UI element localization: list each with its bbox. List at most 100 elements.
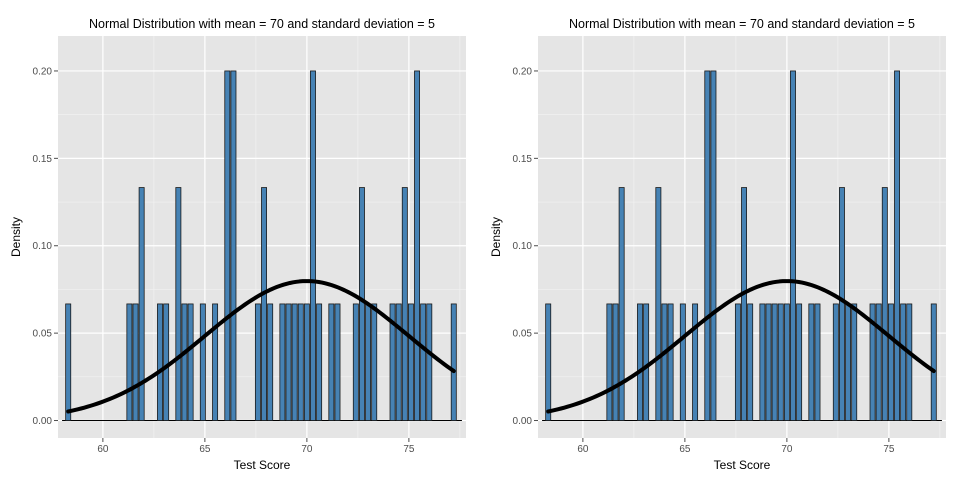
histogram-bar <box>157 303 163 421</box>
histogram-bar <box>407 303 414 421</box>
histogram-bar <box>606 303 613 421</box>
y-tick-label: 0.10 <box>513 241 533 252</box>
histogram-bar <box>65 303 72 421</box>
histogram-bar <box>887 303 894 421</box>
histogram-bar <box>894 70 900 421</box>
histogram-bar <box>618 187 625 421</box>
histogram-bar <box>199 303 206 421</box>
histogram-bar <box>163 303 170 421</box>
y-tick-label: 0.05 <box>33 329 53 340</box>
histogram-bar <box>814 303 821 421</box>
histogram-bar <box>359 187 365 421</box>
histogram-bar <box>352 303 359 421</box>
chart-panel-1: 60 65 70 75 0.00 0.05 0.10 0.15 0.20 Normal Distr… <box>9 17 466 472</box>
histogram-bar <box>389 303 396 421</box>
x-tick-label: 60 <box>97 444 109 455</box>
histogram-bar <box>230 70 237 421</box>
chart-panel-2: 60 65 70 75 0.00 0.05 0.10 0.15 0.20 Normal Distr… <box>489 17 946 472</box>
histogram-bar <box>254 303 261 421</box>
histogram-bar <box>175 187 182 421</box>
histogram-bar <box>790 70 796 421</box>
histogram-bar <box>734 303 741 421</box>
histogram-bar <box>692 303 699 421</box>
y-tick-label: 0.15 <box>513 154 533 165</box>
histogram-bar <box>285 303 292 421</box>
histogram-bar <box>328 303 335 421</box>
histogram-bar <box>212 303 219 421</box>
chart-title: Normal Distribution with mean = 70 and s… <box>89 17 435 31</box>
histogram-bar <box>661 303 668 421</box>
histogram-bar <box>187 303 194 421</box>
y-axis-label: Density <box>9 217 23 257</box>
x-axis-label: Test Score <box>234 458 291 472</box>
histogram-bar <box>224 70 231 421</box>
histogram-bar <box>365 303 372 421</box>
histogram-bar <box>771 303 778 421</box>
histogram-bar <box>930 303 937 421</box>
chart-title: Normal Distribution with mean = 70 and s… <box>569 17 915 31</box>
x-axis-label: Test Score <box>714 458 771 472</box>
histogram-bar <box>777 303 784 421</box>
y-tick-label: 0.05 <box>513 329 533 340</box>
y-axis-label: Density <box>489 217 503 257</box>
histogram-bar <box>132 303 139 421</box>
histogram-bar <box>261 187 267 421</box>
histogram-bar <box>138 187 145 421</box>
histogram-bar <box>297 303 304 421</box>
histogram-bar <box>710 70 717 421</box>
histogram-bar <box>741 187 747 421</box>
histogram-bar <box>765 303 772 421</box>
histogram-bar <box>279 303 286 421</box>
histogram-bar <box>783 303 790 421</box>
histogram-bar <box>401 187 408 421</box>
histogram-bar <box>900 303 907 421</box>
histogram-bar <box>426 303 433 421</box>
histogram-bar <box>845 303 852 421</box>
x-tick-label: 60 <box>577 444 589 455</box>
histogram-bar <box>869 303 876 421</box>
density-curve <box>546 279 936 414</box>
histogram-bar <box>655 187 662 421</box>
histogram-bar <box>181 303 188 421</box>
y-tick-label: 0.00 <box>33 416 53 427</box>
histogram-bar <box>395 303 402 421</box>
y-tick-label: 0.00 <box>513 416 533 427</box>
histogram-bar <box>667 303 674 421</box>
histogram-bar <box>414 70 420 421</box>
x-tick-label: 70 <box>301 444 313 455</box>
x-tick-label: 70 <box>781 444 793 455</box>
x-tick-label: 65 <box>199 444 211 455</box>
histogram-bar <box>612 303 619 421</box>
histogram-bar <box>310 70 316 421</box>
x-tick-label: 75 <box>403 444 415 455</box>
histogram-bar <box>851 303 858 421</box>
histogram-bar <box>839 187 845 421</box>
y-tick-label: 0.20 <box>33 66 53 77</box>
histogram-bar <box>267 303 274 421</box>
y-tick-label: 0.20 <box>513 66 533 77</box>
histogram-bar <box>875 303 882 421</box>
histogram-bar <box>291 303 298 421</box>
histogram-bar <box>545 303 552 421</box>
histogram-bar <box>420 303 427 421</box>
histogram-bar <box>906 303 913 421</box>
histogram-bar <box>637 303 643 421</box>
histogram-bar <box>796 303 803 421</box>
histogram-bar <box>450 303 457 421</box>
y-tick-label: 0.10 <box>33 241 53 252</box>
histogram-bar <box>747 303 754 421</box>
density-curve <box>66 279 456 414</box>
histogram-bar <box>679 303 686 421</box>
histogram-bar <box>759 303 766 421</box>
histogram-bar <box>881 187 888 421</box>
histogram-bar <box>643 303 650 421</box>
histogram-bar <box>303 303 310 421</box>
histogram-bar <box>808 303 815 421</box>
x-tick-label: 75 <box>883 444 895 455</box>
histogram-bar <box>704 70 711 421</box>
histogram-bar <box>371 303 378 421</box>
histogram-bar <box>832 303 839 421</box>
x-tick-label: 65 <box>679 444 691 455</box>
